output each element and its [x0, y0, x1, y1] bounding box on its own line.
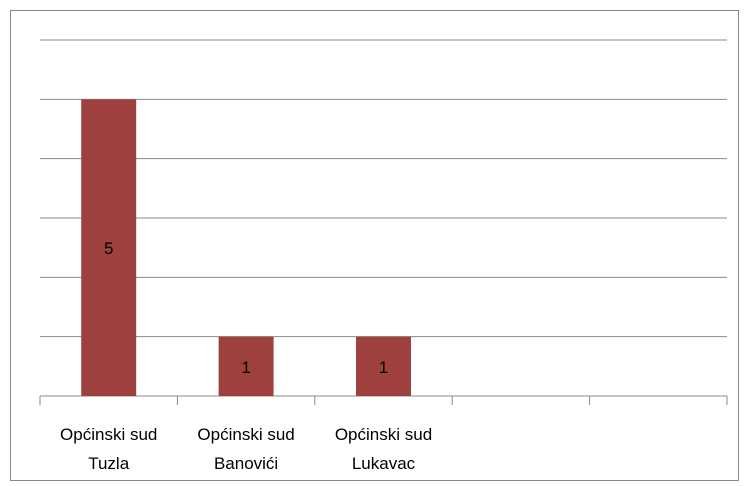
data-label: 1 — [379, 358, 388, 377]
label-line: Lukavac — [352, 454, 416, 473]
bar — [81, 99, 137, 396]
data-label: 5 — [104, 239, 113, 258]
label-line: Općinski sud — [197, 425, 294, 444]
label-line: Općinski sud — [335, 425, 432, 444]
data-label: 1 — [241, 358, 250, 377]
x-tick-label: Općinski sud Tuzla — [60, 425, 157, 473]
label-line: Banovići — [214, 454, 278, 473]
bar — [218, 336, 274, 396]
x-tick-label: Općinski sud Lukavac — [335, 425, 432, 473]
bar — [356, 336, 411, 396]
x-tick-label: Općinski sud Banovići — [197, 425, 294, 473]
label-line: Tuzla — [88, 454, 129, 473]
label-line: Općinski sud — [60, 425, 157, 444]
